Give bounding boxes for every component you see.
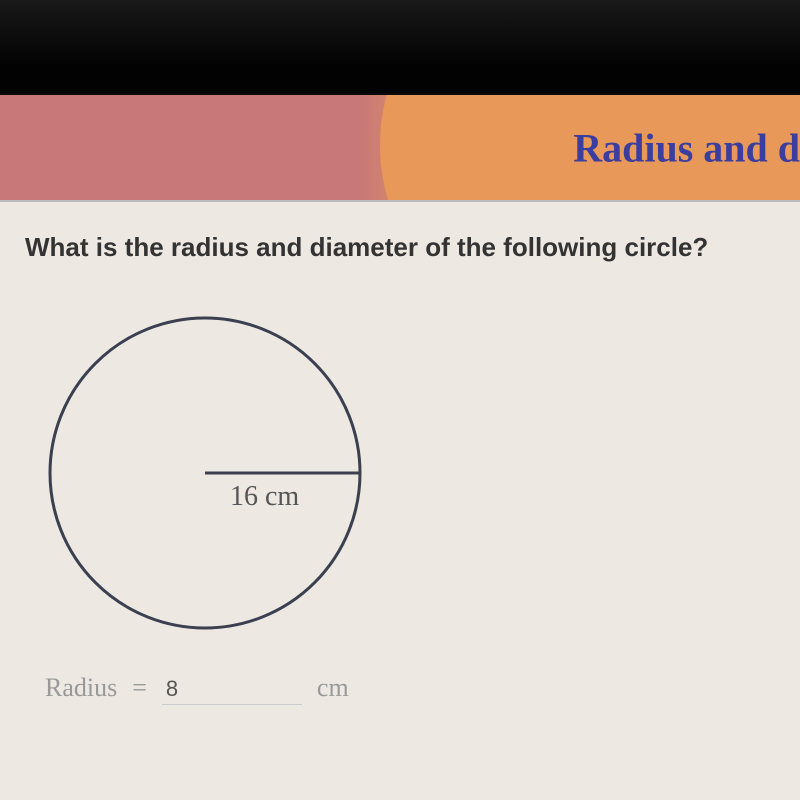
answer-label-radius: Radius	[45, 673, 117, 703]
page-header: Radius and d	[0, 95, 800, 200]
radius-input[interactable]	[162, 674, 302, 705]
equals-sign: =	[132, 673, 147, 703]
circle-svg	[35, 303, 375, 643]
device-bezel	[0, 0, 800, 95]
question-text: What is the radius and diameter of the f…	[25, 232, 775, 263]
screen-glare	[0, 0, 800, 95]
content-area: What is the radius and diameter of the f…	[0, 200, 800, 800]
page-title: Radius and d	[573, 124, 800, 171]
radius-measurement-label: 16 cm	[230, 481, 299, 513]
answer-unit: cm	[317, 673, 349, 703]
answer-row: Radius = cm	[45, 673, 775, 705]
circle-diagram: 16 cm	[35, 303, 375, 643]
